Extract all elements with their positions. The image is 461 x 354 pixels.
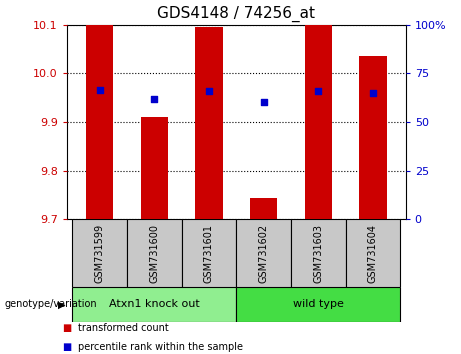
Point [205,88,213,94]
Text: GSM731604: GSM731604 [368,224,378,282]
Text: genotype/variation: genotype/variation [5,299,97,309]
Text: GSM731599: GSM731599 [95,223,105,283]
Title: GDS4148 / 74256_at: GDS4148 / 74256_at [157,6,315,22]
Text: GSM731603: GSM731603 [313,224,323,282]
Bar [182,219,236,287]
Text: GSM731602: GSM731602 [259,223,269,283]
Bar [236,287,400,322]
Text: transformed count: transformed count [78,323,169,333]
Text: percentile rank within the sample: percentile rank within the sample [78,342,243,352]
Text: ■: ■ [62,323,71,333]
Bar [195,27,223,219]
Bar [291,219,346,287]
Bar [127,219,182,287]
Bar [141,117,168,219]
Point [151,96,158,102]
Bar [72,219,127,287]
Text: ■: ■ [62,342,71,352]
Text: GSM731601: GSM731601 [204,224,214,282]
Bar [305,25,332,219]
Bar [346,219,400,287]
Text: GSM731600: GSM731600 [149,224,160,282]
Bar [359,56,387,219]
Point [260,99,267,104]
Bar [236,219,291,287]
Text: ▶: ▶ [58,299,65,309]
Point [314,88,322,94]
Bar [72,287,236,322]
Point [369,90,377,96]
Bar [250,198,277,219]
Text: wild type: wild type [293,299,344,309]
Point [96,88,103,93]
Bar [86,25,113,219]
Text: Atxn1 knock out: Atxn1 knock out [109,299,200,309]
